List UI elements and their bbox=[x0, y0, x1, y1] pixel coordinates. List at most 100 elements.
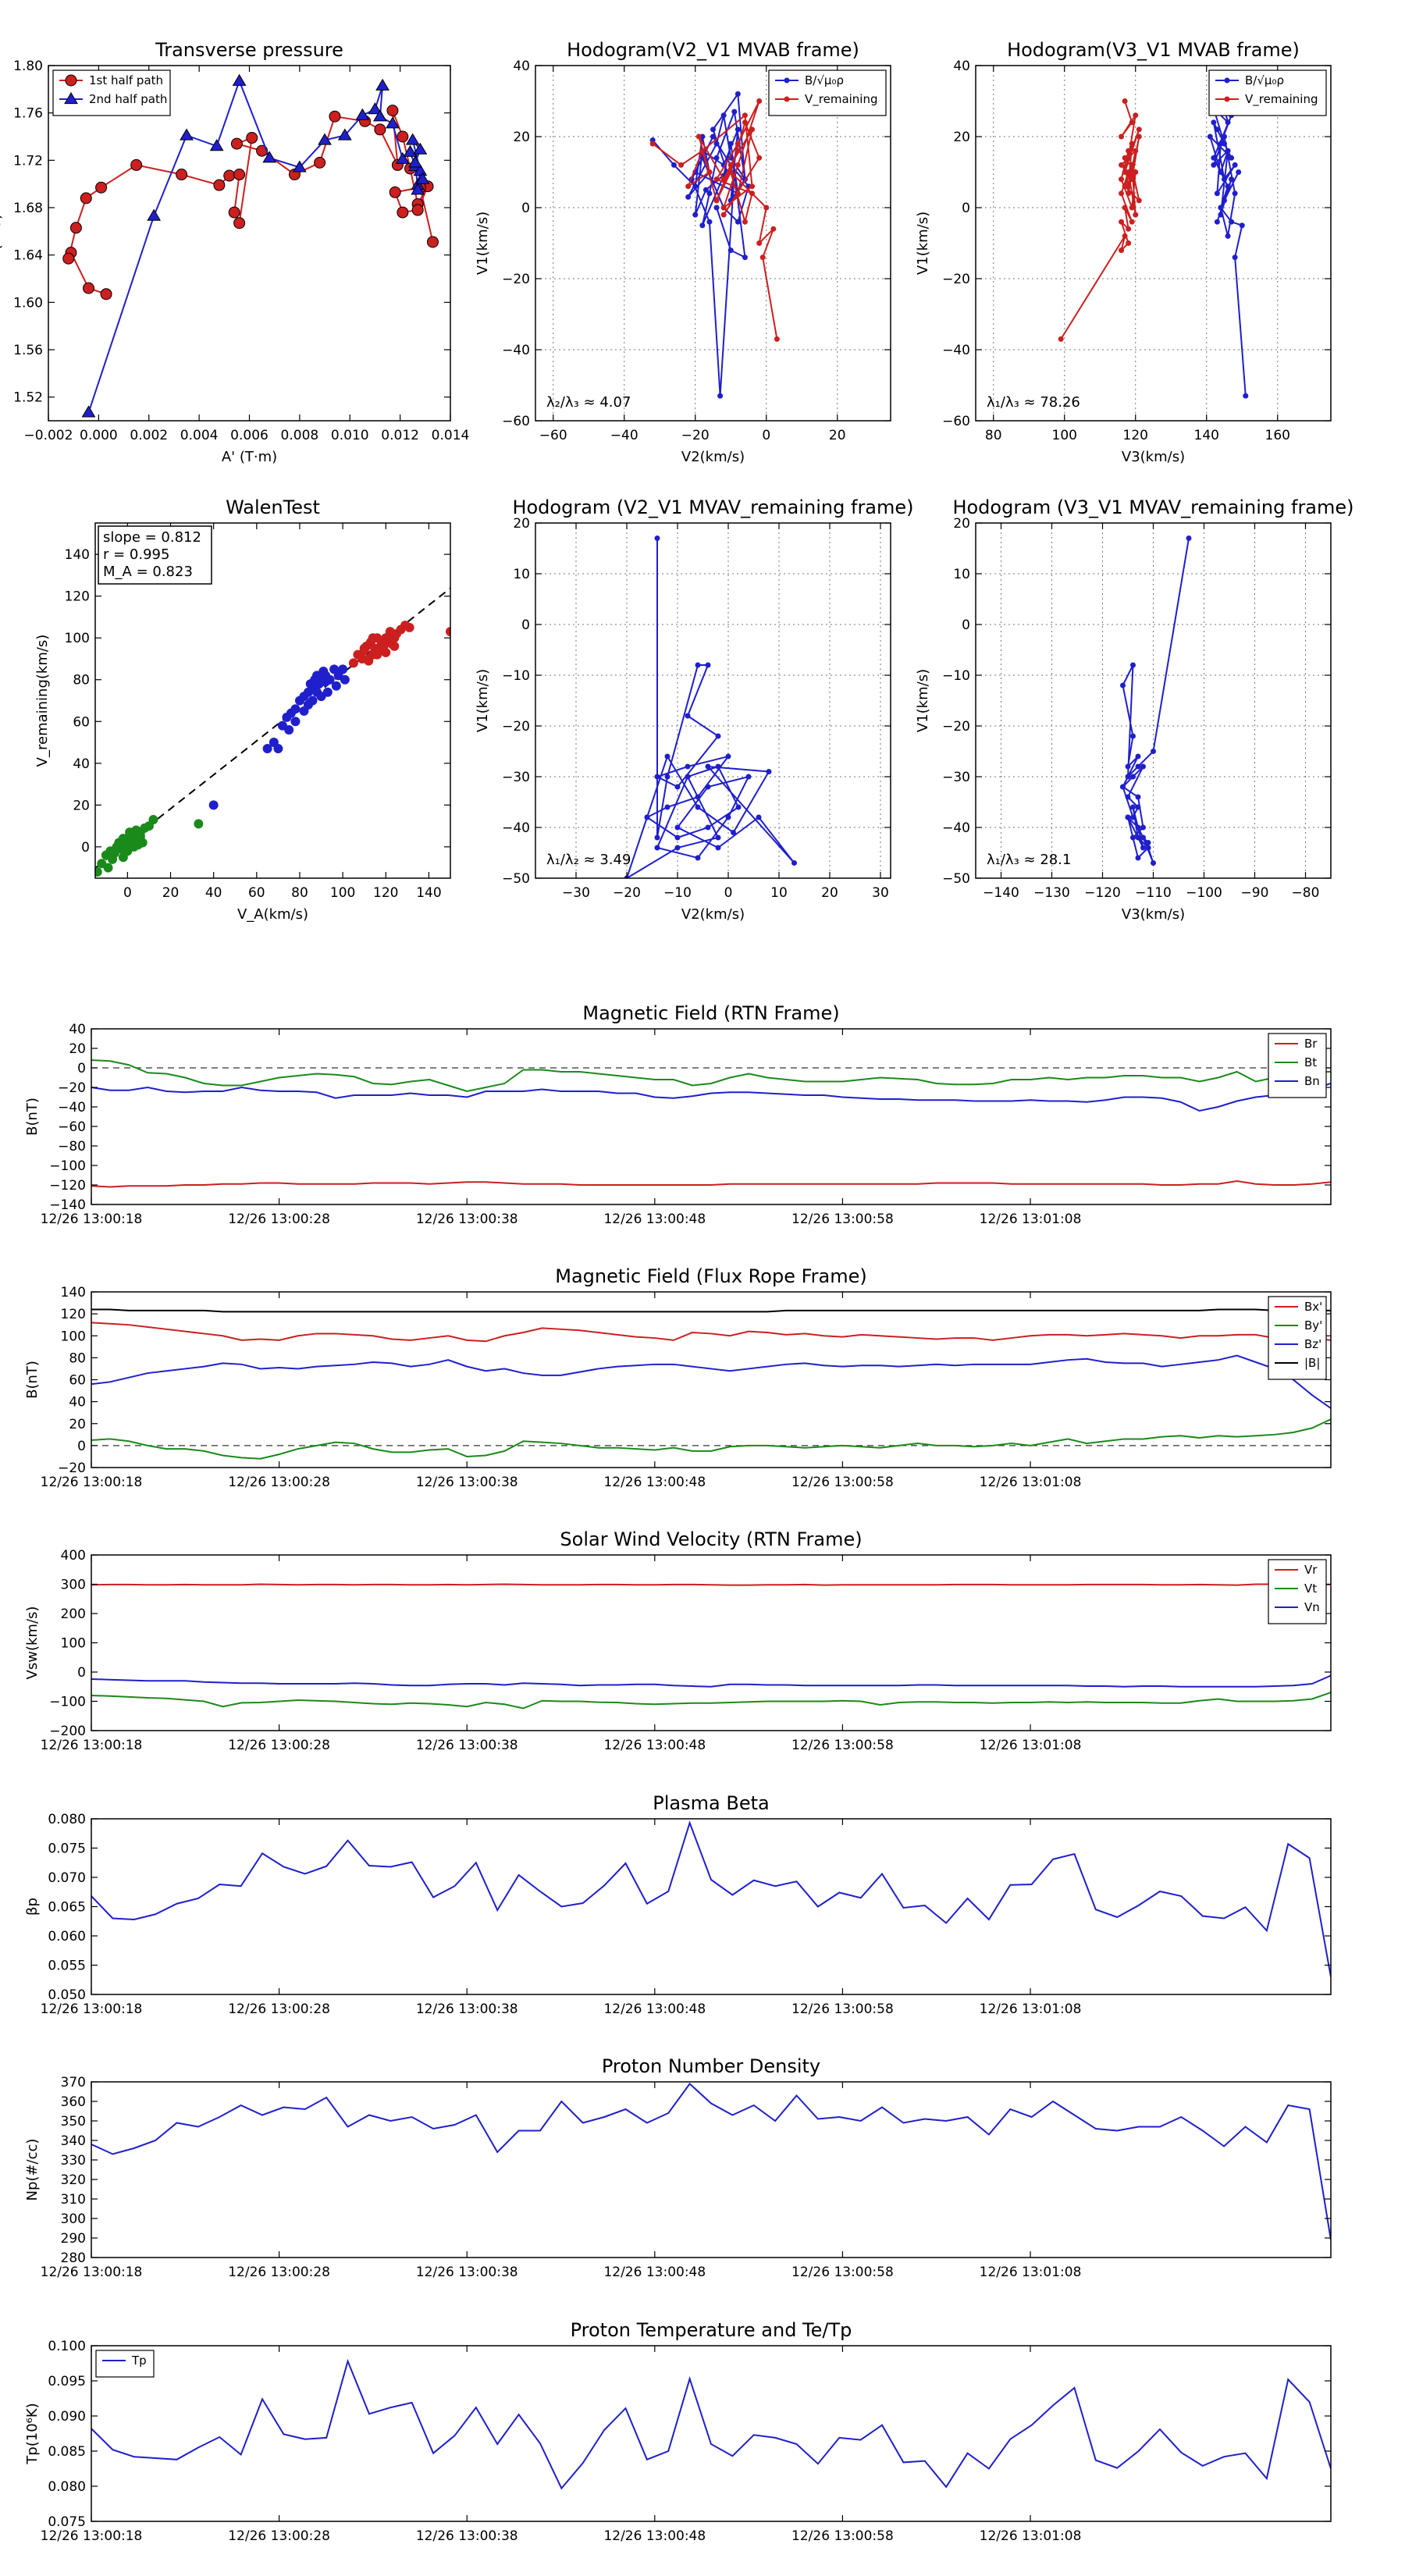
data-point bbox=[735, 162, 741, 168]
data-point bbox=[727, 141, 734, 147]
data-point bbox=[109, 848, 119, 858]
data-point bbox=[1129, 176, 1135, 183]
data-point bbox=[749, 183, 756, 190]
data-point bbox=[749, 126, 756, 133]
data-point bbox=[233, 169, 246, 181]
y-tick-label: −100 bbox=[49, 1695, 86, 1710]
data-point bbox=[649, 141, 656, 147]
data-point bbox=[1126, 169, 1132, 175]
data-point bbox=[284, 724, 294, 735]
data-point bbox=[322, 687, 333, 697]
data-point bbox=[403, 144, 418, 157]
y-tick-label: 1.56 bbox=[13, 343, 43, 358]
data-point bbox=[1120, 682, 1126, 688]
x-tick-label: 12/26 13:00:28 bbox=[228, 2265, 330, 2280]
chart-hodogram_v2_v1_mvab: −60 −40 −20 0 20 −60 −40 −20 0 20 40 Hodogram(V2_V1… bbox=[475, 39, 891, 465]
data-point bbox=[1119, 190, 1125, 197]
data-point bbox=[1119, 133, 1125, 140]
y-tick-label: 320 bbox=[61, 2172, 86, 2188]
data-point bbox=[1135, 824, 1141, 831]
y-axis-label: B(nT) bbox=[24, 1098, 41, 1136]
y-tick-label: 40 bbox=[73, 756, 90, 772]
data-point bbox=[715, 845, 721, 851]
y-tick-label: −120 bbox=[49, 1178, 86, 1194]
data-point bbox=[395, 151, 410, 164]
series-line-Bt bbox=[91, 1059, 1331, 1093]
data-point bbox=[1133, 112, 1139, 119]
data-point bbox=[338, 664, 348, 674]
data-point bbox=[148, 815, 158, 825]
data-point bbox=[1122, 183, 1128, 190]
x-tick-label: −40 bbox=[610, 428, 638, 443]
legend: Br Bt Bn bbox=[1268, 1033, 1327, 1098]
y-tick-label: −40 bbox=[942, 343, 970, 358]
data-point bbox=[373, 109, 387, 122]
data-point bbox=[706, 169, 713, 175]
data-point bbox=[720, 212, 727, 218]
data-point bbox=[715, 763, 721, 770]
plot-area bbox=[624, 535, 797, 878]
data-point bbox=[386, 105, 399, 117]
axes-frame bbox=[91, 1291, 1332, 1468]
chart-walen_test: 0 20 40 60 80 100 120 140 0 20 40 60 80 100 120 140 Wale… bbox=[34, 496, 451, 923]
y-tick-label: −140 bbox=[49, 1197, 86, 1213]
data-point bbox=[290, 704, 301, 714]
annotation: λ₁/λ₃ ≈ 28.1 bbox=[987, 852, 1071, 868]
data-point bbox=[133, 840, 144, 850]
y-tick-label: 330 bbox=[61, 2153, 86, 2169]
chart-hodogram_v2_v1_mvav: −30 −20 −10 0 10 20 30−50−40−30−20−1001020Hodo… bbox=[475, 496, 914, 923]
y-tick-label: 20 bbox=[513, 130, 530, 145]
axes-frame bbox=[975, 522, 1332, 879]
data-point bbox=[1135, 763, 1141, 770]
x-tick-label: −100 bbox=[1186, 885, 1222, 901]
data-point bbox=[312, 687, 322, 697]
data-point bbox=[321, 677, 331, 687]
axes-frame bbox=[975, 65, 1332, 422]
x-tick-label: 12/26 13:01:08 bbox=[980, 2528, 1082, 2544]
data-point bbox=[742, 112, 748, 119]
stats-line: slope = 0.812 bbox=[103, 529, 201, 546]
plot-area bbox=[91, 2083, 1331, 2240]
y-tick-label: 1.76 bbox=[13, 106, 43, 122]
data-point bbox=[135, 831, 145, 841]
x-axis-label: V3(km/s) bbox=[1122, 449, 1185, 465]
series-line-Bz- bbox=[91, 1354, 1331, 1409]
data-point bbox=[1135, 834, 1141, 841]
chart-transverse_pressure: −0.002 0.000 0.002 0.004 0.006 0.008 0.010 0.01… bbox=[0, 39, 469, 465]
data-point bbox=[1126, 148, 1132, 154]
data-point bbox=[1130, 733, 1136, 739]
data-point bbox=[749, 190, 756, 197]
chart-title: Hodogram (V3_V1 MVAV_remaining frame) bbox=[952, 496, 1353, 518]
axes-frame bbox=[91, 1028, 1332, 1205]
data-point bbox=[1211, 119, 1217, 126]
data-point bbox=[742, 219, 748, 225]
y-tick-label: 0.050 bbox=[48, 1987, 86, 2003]
data-point bbox=[713, 205, 720, 211]
y-tick-label: 0.065 bbox=[48, 1900, 86, 1916]
chart-title: Transverse pressure bbox=[155, 39, 343, 61]
data-point bbox=[644, 814, 650, 820]
x-tick-label: 20 bbox=[821, 885, 838, 901]
y-tick-label: 140 bbox=[61, 1285, 86, 1300]
x-tick-label: 160 bbox=[1265, 428, 1290, 443]
y-tick-label: −20 bbox=[942, 272, 970, 287]
y-tick-label: 0 bbox=[521, 201, 530, 216]
legend: 1st half path 2nd half path bbox=[52, 69, 171, 116]
x-tick-label: −120 bbox=[1084, 885, 1121, 901]
x-tick-label: 0.014 bbox=[432, 428, 470, 443]
data-point bbox=[664, 804, 670, 810]
y-tick-label: −80 bbox=[58, 1139, 86, 1155]
data-point bbox=[262, 151, 277, 163]
series-line-Vt bbox=[91, 1692, 1331, 1710]
data-point bbox=[372, 649, 382, 660]
plot-area bbox=[1120, 535, 1192, 866]
x-tick-label: 12/26 13:00:58 bbox=[791, 2001, 894, 2017]
y-tick-label: 0 bbox=[521, 617, 530, 633]
data-point bbox=[713, 176, 720, 183]
data-point bbox=[1130, 834, 1136, 841]
x-tick-label: 120 bbox=[373, 885, 398, 901]
legend-label: 2nd half path bbox=[89, 92, 167, 106]
data-point bbox=[246, 132, 258, 144]
data-point bbox=[1122, 205, 1128, 211]
axes-frame bbox=[535, 65, 891, 422]
